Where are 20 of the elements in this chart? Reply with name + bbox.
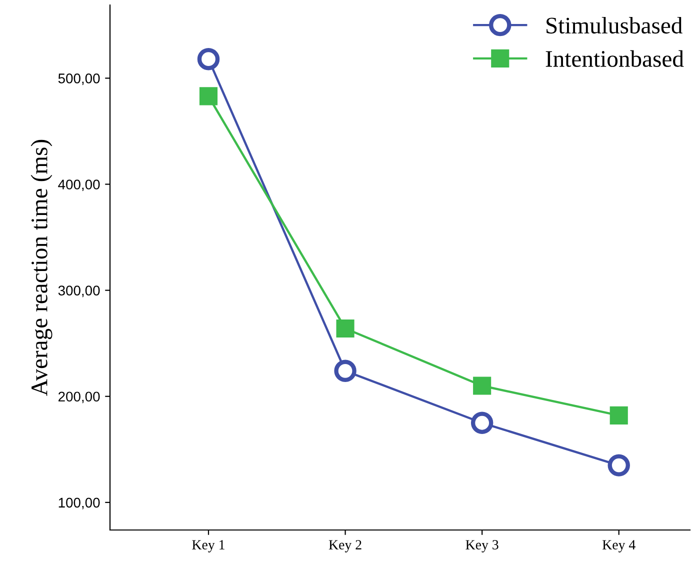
y-tick-label: 400,00 <box>58 180 100 192</box>
point <box>197 48 220 70</box>
point <box>610 406 628 424</box>
legend-label: Stimulusbased <box>546 16 682 34</box>
point <box>473 376 492 395</box>
x-tick-label: Key 3 <box>466 540 498 552</box>
legend-label: Intentionbased <box>546 50 684 67</box>
y-tick-label: 100,00 <box>58 498 100 510</box>
point <box>199 87 218 106</box>
x-tick-label: Key 4 <box>602 540 636 552</box>
y-tick-label: 500,00 <box>58 74 100 85</box>
y-tick-label: 200,00 <box>58 392 100 404</box>
point <box>470 412 494 434</box>
x-tick-label: Key 1 <box>192 540 224 552</box>
y-tick-label: 300,00 <box>58 286 100 298</box>
x-tick-label: Key 2 <box>328 540 362 552</box>
point <box>336 319 354 338</box>
y-axis-title: Average reaction time (ms) <box>30 140 52 396</box>
point <box>334 360 356 382</box>
point <box>608 454 630 476</box>
